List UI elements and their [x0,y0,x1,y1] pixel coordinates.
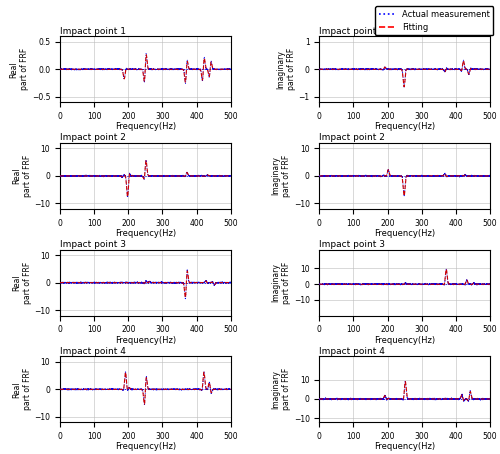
Text: Impact point 4: Impact point 4 [320,346,385,355]
Y-axis label: Imaginary
part of FRF: Imaginary part of FRF [276,48,295,90]
Y-axis label: Imaginary
part of FRF: Imaginary part of FRF [272,262,291,304]
Text: Impact point 3: Impact point 3 [60,240,126,249]
Text: Impact point 2: Impact point 2 [320,133,385,142]
Legend: Actual measurement, Fitting: Actual measurement, Fitting [376,6,494,35]
Text: Impact point 3: Impact point 3 [320,240,386,249]
X-axis label: Frequency(Hz): Frequency(Hz) [115,442,176,451]
X-axis label: Frequency(Hz): Frequency(Hz) [374,336,435,345]
X-axis label: Frequency(Hz): Frequency(Hz) [115,122,176,131]
Y-axis label: Real
part of FRF: Real part of FRF [12,155,32,197]
Text: Impact point 4: Impact point 4 [60,346,126,355]
X-axis label: Frequency(Hz): Frequency(Hz) [115,229,176,238]
Text: Impact point 1: Impact point 1 [60,26,126,35]
X-axis label: Frequency(Hz): Frequency(Hz) [115,336,176,345]
Y-axis label: Real
part of FRF: Real part of FRF [12,262,32,304]
X-axis label: Frequency(Hz): Frequency(Hz) [374,229,435,238]
Y-axis label: Real
part of FRF: Real part of FRF [10,48,29,90]
Text: Impact point 1: Impact point 1 [320,26,386,35]
Text: Impact point 2: Impact point 2 [60,133,126,142]
X-axis label: Frequency(Hz): Frequency(Hz) [374,442,435,451]
Y-axis label: Imaginary
part of FRF: Imaginary part of FRF [272,368,291,410]
X-axis label: Frequency(Hz): Frequency(Hz) [374,122,435,131]
Y-axis label: Imaginary
part of FRF: Imaginary part of FRF [272,155,291,197]
Y-axis label: Real
part of FRF: Real part of FRF [12,368,32,410]
